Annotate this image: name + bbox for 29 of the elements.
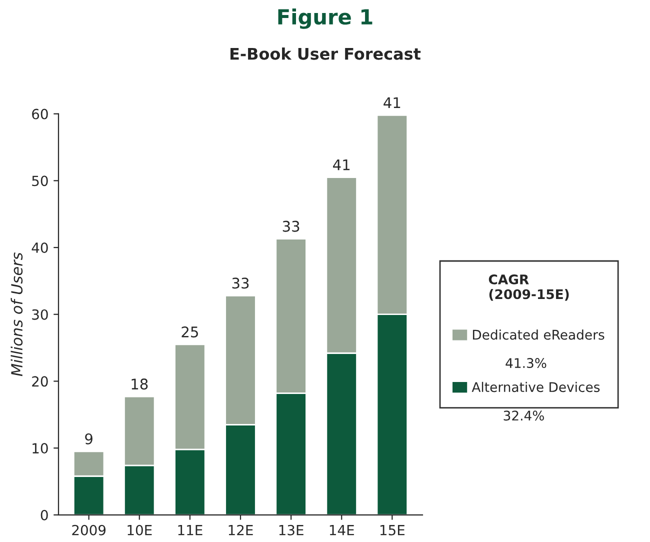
y-axis-title: Millions of Users [10, 252, 23, 376]
annotation: 33 [232, 278, 249, 289]
x-tick-label: 15E [380, 525, 404, 536]
annotation: 18 [132, 378, 148, 390]
x-tick-label: 14E [330, 525, 354, 536]
y-tick-label: 10 [32, 443, 48, 454]
text: 32.4% [504, 410, 544, 421]
x-tick-label: 11E [178, 525, 202, 536]
annotation: 41 [333, 159, 350, 170]
y-tick-label: 50 [32, 176, 48, 186]
legend-label: Alternative Devices [472, 382, 600, 392]
legend-label: Dedicated eReaders [472, 330, 604, 340]
annotation: 9 [85, 433, 92, 444]
x-tick-label: 2009 [72, 524, 106, 536]
legend-title: CAGR (2009-15E) [488, 274, 569, 301]
x-tick-label: 12E [228, 524, 253, 536]
chart-title: Figure 1 [278, 8, 372, 29]
annotation: 41 [384, 97, 400, 108]
y-tick-label: 60 [32, 108, 48, 120]
y-tick-label: 40 [32, 242, 48, 253]
text: 41.3% [506, 358, 546, 368]
y-tick-label: 0 [40, 510, 48, 520]
y-tick-label: 20 [32, 376, 48, 387]
x-tick-label: 10E [128, 524, 152, 536]
chart-subtitle: E-Book User Forecast [230, 47, 421, 60]
x-tick-label: 13E [279, 524, 304, 536]
annotation: 25 [182, 326, 198, 338]
y-tick-label: 30 [32, 309, 48, 320]
annotation: 33 [282, 220, 300, 232]
